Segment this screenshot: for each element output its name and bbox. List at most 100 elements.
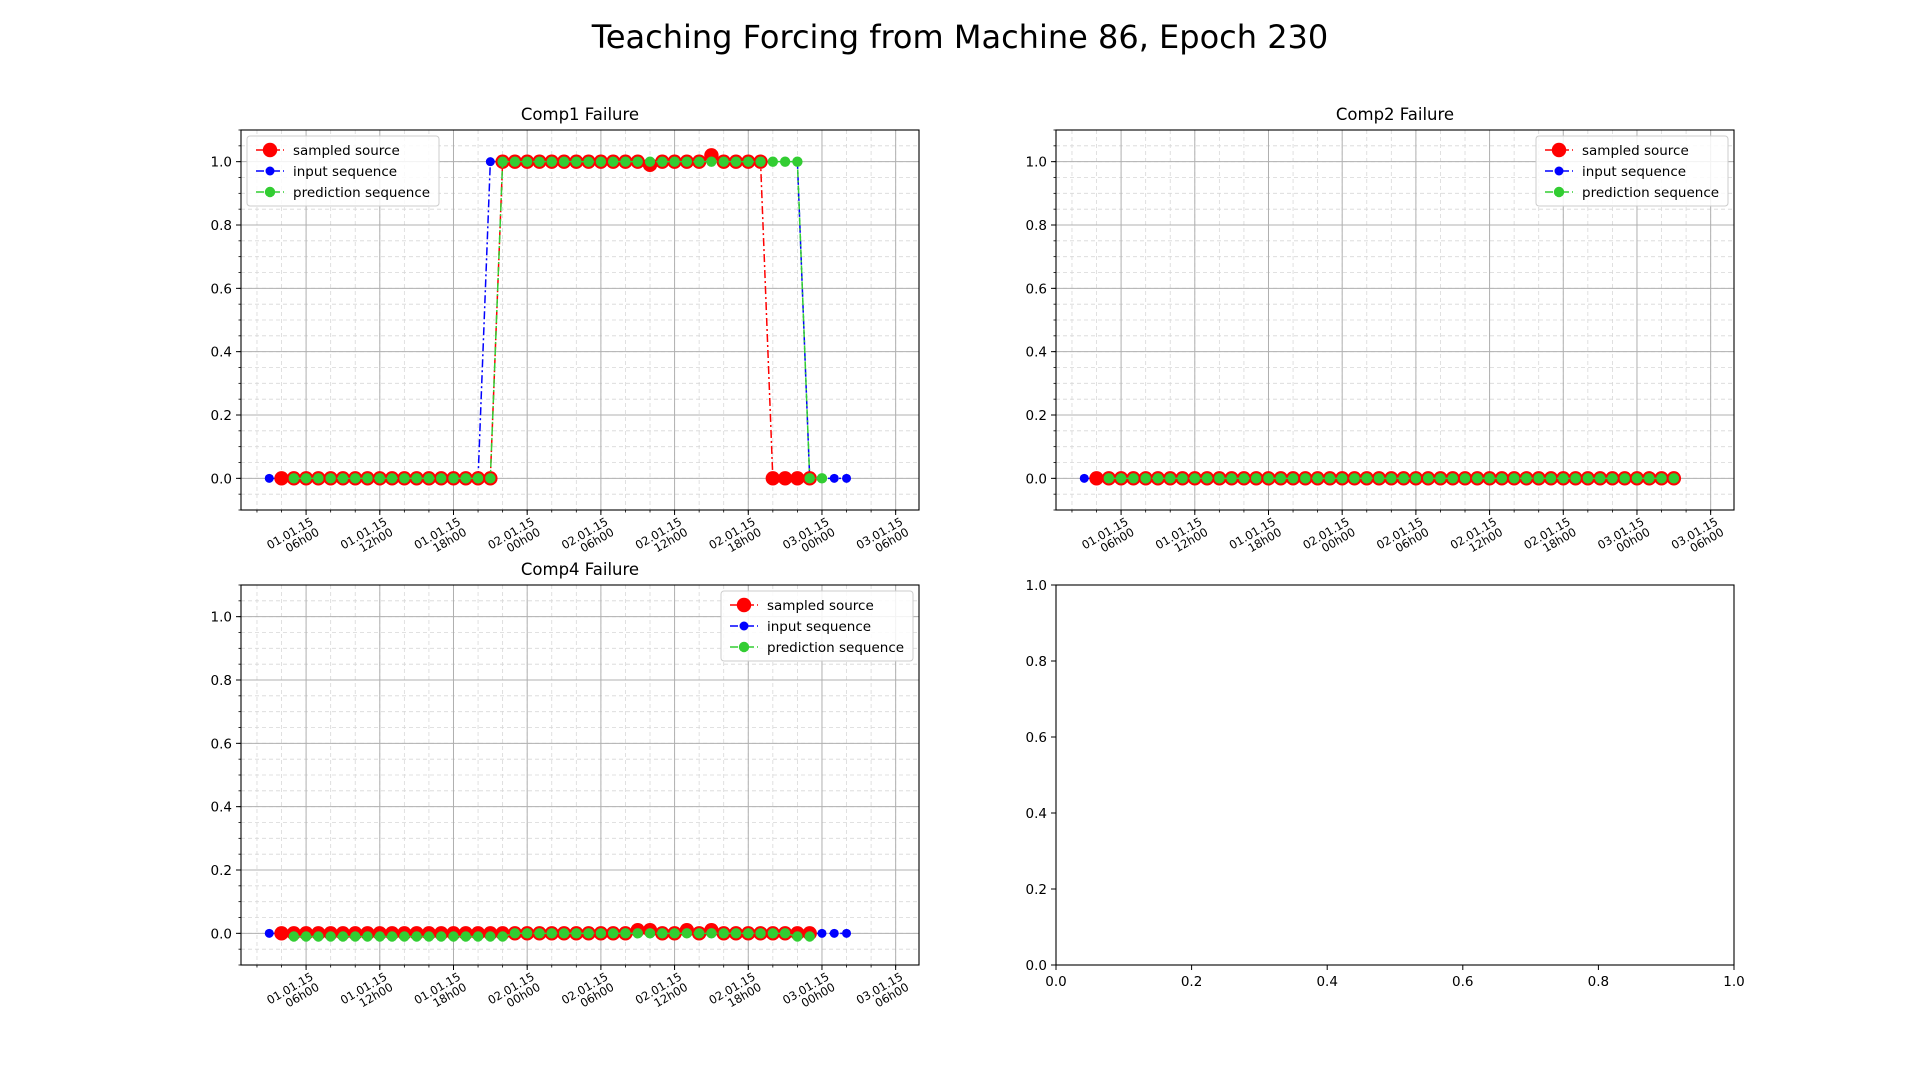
- x-tick-label: 03.01.1506h00: [854, 969, 911, 1017]
- data-point-sampled-source: [790, 471, 805, 486]
- legend-marker-prediction-sequence: [264, 186, 276, 198]
- y-tick-label: 1.0: [1026, 578, 1047, 594]
- y-tick-label: 0.0: [211, 471, 232, 487]
- data-point-prediction-sequence: [374, 931, 385, 942]
- series-group: [264, 148, 852, 486]
- data-point-prediction-sequence: [730, 928, 742, 939]
- data-point-prediction-sequence: [632, 156, 643, 167]
- x-tick-label: 02.01.1512h00: [1448, 514, 1505, 562]
- data-point-prediction-sequence: [1472, 473, 1483, 484]
- chart-1: 0.0 0.2 0.4 0.6 0.8 1.0 01.01.1506h00 01.01.151…: [211, 105, 920, 562]
- x-tick-label: 02.01.1518h00: [1521, 514, 1578, 562]
- legend-marker-input-sequence: [265, 166, 275, 176]
- y-tick-label: 0.6: [1026, 281, 1047, 297]
- data-point-prediction-sequence: [497, 931, 508, 942]
- x-tick-label: 03.01.1506h00: [854, 514, 911, 562]
- data-point-prediction-sequence: [1189, 473, 1200, 484]
- data-point-prediction-sequence: [1226, 473, 1237, 484]
- data-point-input-sequence: [817, 928, 827, 938]
- x-tick-label: 01.01.1518h00: [412, 969, 469, 1017]
- x-tick-label: 02.01.1518h00: [706, 969, 763, 1017]
- data-point-input-sequence: [1079, 473, 1089, 483]
- y-tick-label: 0.2: [1026, 408, 1047, 424]
- chart-2: 0.0 0.2 0.4 0.6 0.8 1.0 01.01.1506h00 01.01.151…: [1026, 105, 1735, 562]
- data-point-prediction-sequence: [718, 156, 729, 167]
- data-point-prediction-sequence: [1251, 473, 1262, 484]
- data-point-prediction-sequence: [1103, 473, 1115, 484]
- data-point-prediction-sequence: [767, 156, 779, 167]
- data-point-prediction-sequence: [546, 156, 557, 167]
- legend: sampled source input sequence prediction s…: [720, 590, 914, 662]
- data-point-prediction-sequence: [632, 928, 643, 939]
- x-tick-label: 01.01.1518h00: [1227, 514, 1284, 562]
- legend-label-prediction-sequence: prediction sequence: [1582, 185, 1719, 201]
- data-point-prediction-sequence: [693, 928, 705, 939]
- data-point-prediction-sequence: [644, 928, 656, 939]
- chart-title: Comp2 Failure: [1336, 105, 1454, 124]
- data-point-prediction-sequence: [399, 931, 410, 942]
- legend: sampled source input sequence prediction s…: [1535, 135, 1729, 207]
- data-point-prediction-sequence: [337, 473, 349, 484]
- y-tick-label: 0.4: [1026, 806, 1047, 822]
- x-tick-label: 0.4: [1316, 974, 1337, 990]
- data-point-prediction-sequence: [1336, 473, 1348, 484]
- data-point-prediction-sequence: [362, 931, 373, 942]
- data-point-prediction-sequence: [1435, 473, 1446, 484]
- data-point-prediction-sequence: [472, 473, 484, 484]
- data-point-prediction-sequence: [485, 931, 496, 942]
- x-tick-label: 0.8: [1588, 974, 1609, 990]
- x-tick-label: 1.0: [1723, 974, 1744, 990]
- chart-title: Comp1 Failure: [521, 105, 639, 124]
- y-tick-label: 0.4: [211, 800, 232, 816]
- data-point-prediction-sequence: [386, 473, 398, 484]
- data-point-prediction-sequence: [755, 928, 766, 939]
- data-point-prediction-sequence: [497, 156, 508, 167]
- y-tick-label: 0.8: [211, 673, 232, 689]
- x-tick-label: 01.01.1512h00: [338, 969, 395, 1017]
- data-point-prediction-sequence: [546, 928, 557, 939]
- data-point-input-sequence: [264, 473, 274, 483]
- data-point-prediction-sequence: [583, 156, 594, 167]
- x-tick-label: 01.01.1506h00: [264, 514, 321, 562]
- data-point-prediction-sequence: [1422, 473, 1434, 484]
- data-point-prediction-sequence: [743, 156, 754, 167]
- data-point-prediction-sequence: [743, 928, 754, 939]
- data-point-prediction-sequence: [1201, 473, 1213, 484]
- data-point-prediction-sequence: [1545, 473, 1557, 484]
- series-group: [264, 922, 852, 942]
- data-point-prediction-sequence: [521, 928, 533, 939]
- data-point-input-sequence: [829, 473, 839, 483]
- data-point-prediction-sequence: [1324, 473, 1336, 484]
- y-tick-label: 0.2: [211, 863, 232, 879]
- data-point-input-sequence: [842, 928, 852, 938]
- legend-marker-prediction-sequence: [1553, 186, 1565, 198]
- y-tick-label: 0.0: [211, 926, 232, 942]
- axes-frame: [1055, 584, 1735, 966]
- x-tick-label: 0.6: [1452, 974, 1473, 990]
- data-point-prediction-sequence: [1349, 473, 1360, 484]
- data-point-prediction-sequence: [1496, 473, 1508, 484]
- data-point-prediction-sequence: [1594, 473, 1606, 484]
- data-point-prediction-sequence: [620, 928, 631, 939]
- data-point-prediction-sequence: [325, 931, 336, 942]
- legend-marker-input-sequence: [739, 621, 749, 631]
- legend-label-prediction-sequence: prediction sequence: [767, 640, 904, 656]
- data-point-prediction-sequence: [657, 928, 668, 939]
- data-point-prediction-sequence: [804, 473, 815, 484]
- data-point-prediction-sequence: [571, 156, 582, 167]
- y-tick-label: 1.0: [211, 610, 232, 626]
- chart-3: 0.0 0.2 0.4 0.6 0.8 1.0 01.01.1506h00 01.01.151…: [211, 560, 920, 1017]
- data-point-prediction-sequence: [681, 928, 693, 939]
- legend-box: [246, 135, 440, 207]
- data-point-input-sequence: [829, 928, 839, 938]
- data-point-prediction-sequence: [1287, 473, 1299, 484]
- data-point-prediction-sequence: [1508, 473, 1520, 484]
- y-tick-label: 0.8: [1026, 218, 1047, 234]
- y-tick-label: 0.6: [211, 281, 232, 297]
- data-point-sampled-source: [1089, 471, 1104, 486]
- data-point-prediction-sequence: [399, 473, 410, 484]
- data-point-prediction-sequence: [1140, 473, 1151, 484]
- data-point-prediction-sequence: [681, 156, 693, 167]
- legend-box: [1535, 135, 1729, 207]
- legend-marker-input-sequence: [1554, 166, 1564, 176]
